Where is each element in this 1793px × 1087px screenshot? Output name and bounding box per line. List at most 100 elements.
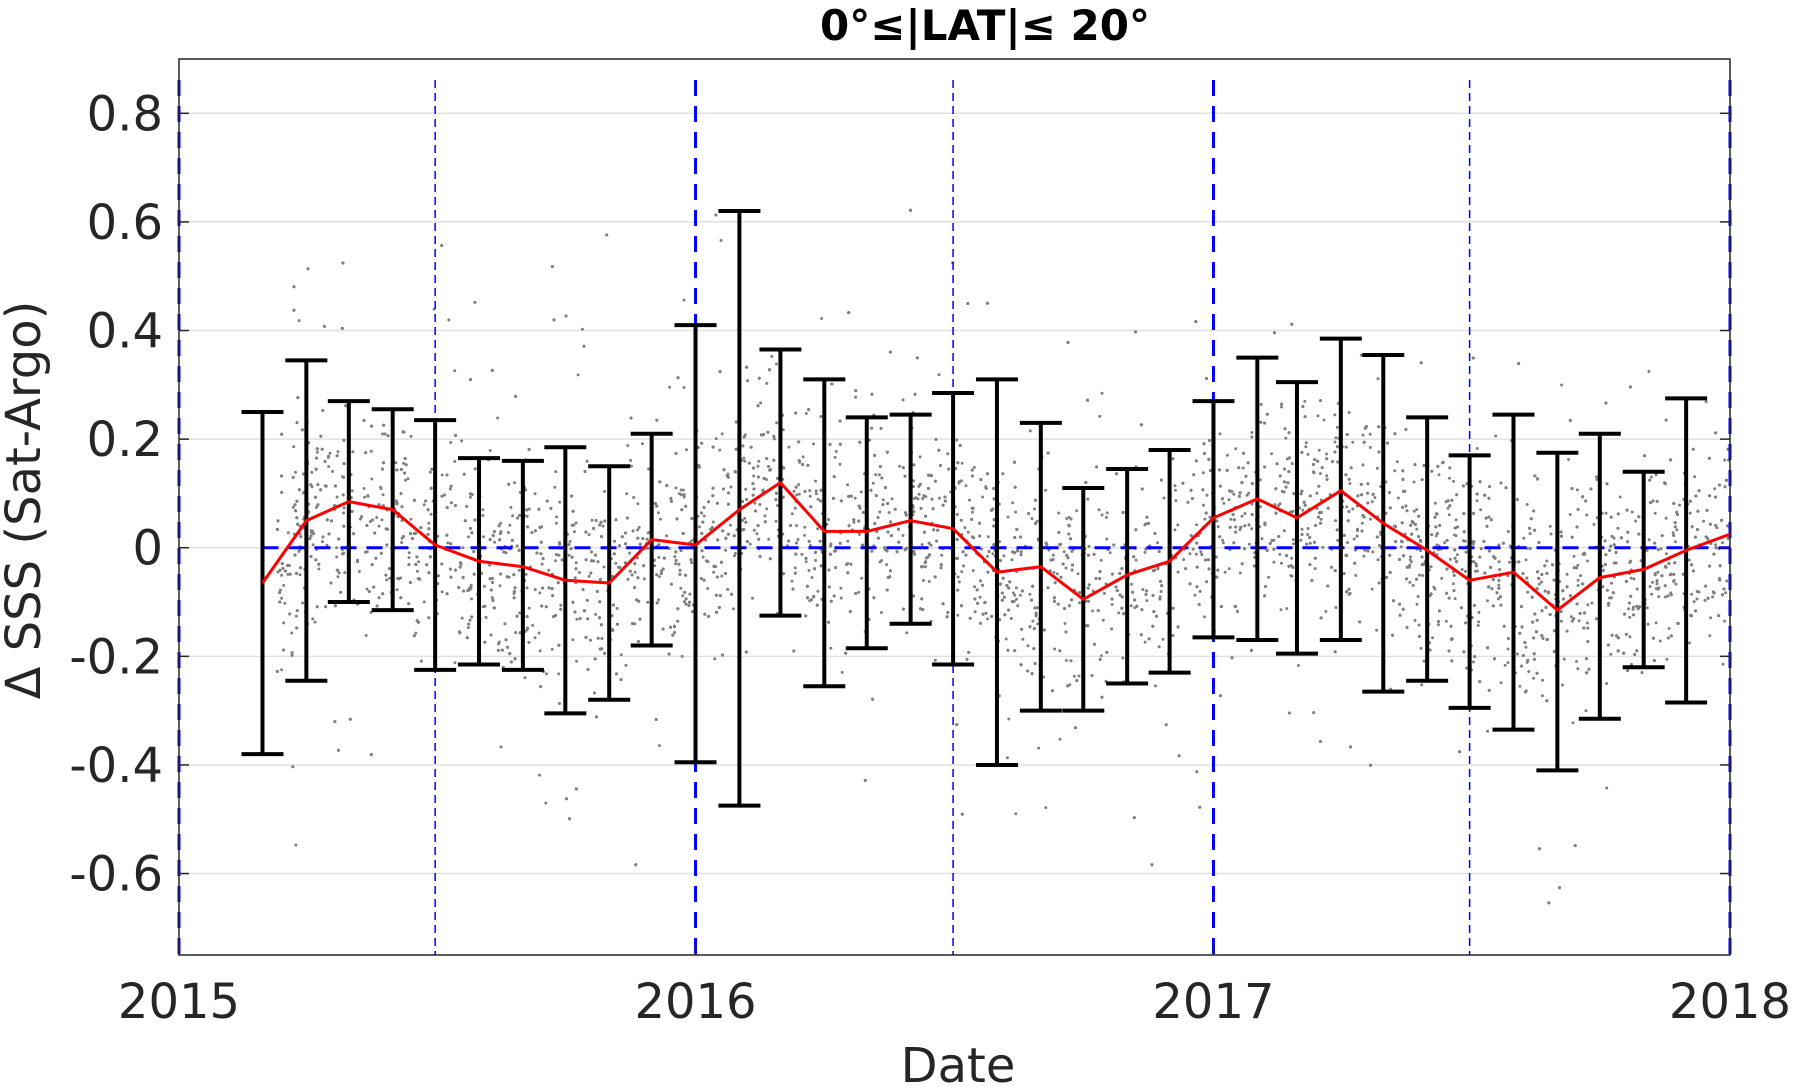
- scatter-point: [1300, 450, 1304, 454]
- scatter-point: [646, 600, 650, 604]
- scatter-point: [956, 613, 960, 617]
- scatter-point: [1316, 459, 1320, 463]
- scatter-point: [1336, 538, 1340, 542]
- scatter-point: [1518, 684, 1522, 688]
- scatter-point: [1134, 558, 1138, 562]
- scatter-point: [1001, 472, 1005, 476]
- scatter-point: [331, 470, 334, 473]
- scatter-point: [467, 535, 470, 539]
- scatter-point: [1355, 528, 1359, 532]
- scatter-point: [991, 507, 995, 511]
- scatter-point: [457, 586, 461, 589]
- scatter-point: [585, 598, 589, 602]
- scatter-point: [514, 394, 518, 398]
- scatter-point: [571, 638, 575, 642]
- scatter-point: [858, 440, 862, 444]
- scatter-point: [1115, 472, 1119, 476]
- scatter-point: [806, 596, 810, 600]
- scatter-point: [913, 392, 917, 396]
- scatter-point: [819, 499, 823, 503]
- scatter-point: [1301, 405, 1305, 409]
- scatter-point: [1232, 492, 1236, 496]
- scatter-point: [508, 523, 512, 527]
- scatter-point: [314, 467, 318, 471]
- scatter-point: [1198, 589, 1202, 593]
- scatter-point: [337, 571, 341, 575]
- scatter-point: [428, 470, 432, 474]
- scatter-point: [1160, 478, 1163, 482]
- scatter-point: [1279, 608, 1283, 612]
- scatter-point: [801, 455, 805, 459]
- scatter-point: [1625, 540, 1629, 544]
- scatter-point: [674, 486, 678, 490]
- scatter-point: [473, 300, 477, 304]
- scatter-point: [490, 576, 494, 580]
- scatter-point: [675, 517, 679, 521]
- scatter-point: [1576, 563, 1580, 567]
- scatter-point: [1664, 516, 1668, 520]
- scatter-point: [1543, 589, 1547, 593]
- scatter-point: [498, 584, 502, 588]
- scatter-point: [1289, 574, 1293, 577]
- scatter-point: [1322, 418, 1326, 422]
- scatter-point: [1325, 474, 1329, 478]
- scatter-point: [640, 442, 644, 446]
- scatter-point: [1288, 456, 1291, 460]
- scatter-point: [513, 586, 517, 590]
- scatter-point: [427, 616, 431, 620]
- scatter-point: [359, 517, 362, 521]
- scatter-point: [1549, 532, 1553, 536]
- scatter-point: [599, 623, 603, 627]
- scatter-point: [937, 373, 941, 377]
- scatter-point: [820, 317, 824, 320]
- scatter-point: [357, 569, 361, 573]
- scatter-point: [1206, 558, 1210, 562]
- scatter-point: [380, 518, 384, 522]
- scatter-point: [1058, 737, 1062, 741]
- scatter-point: [1437, 609, 1441, 613]
- scatter-point: [758, 503, 762, 506]
- scatter-point: [885, 588, 889, 592]
- scatter-point: [1221, 538, 1225, 542]
- scatter-point: [1559, 530, 1563, 534]
- scatter-point: [517, 548, 521, 552]
- scatter-point: [407, 556, 411, 560]
- scatter-point: [1202, 503, 1205, 507]
- scatter-point: [1721, 541, 1724, 545]
- scatter-point: [1184, 567, 1187, 571]
- scatter-point: [280, 668, 284, 672]
- scatter-point: [1278, 474, 1282, 478]
- scatter-point: [849, 562, 853, 566]
- scatter-point: [955, 512, 959, 516]
- scatter-point: [427, 521, 431, 525]
- scatter-point: [803, 533, 807, 537]
- scatter-point: [1635, 604, 1639, 608]
- scatter-point: [449, 501, 453, 505]
- scatter-point: [721, 487, 725, 491]
- scatter-point: [1097, 508, 1101, 512]
- scatter-point: [1306, 527, 1310, 530]
- scatter-point: [872, 596, 876, 600]
- scatter-point: [770, 354, 774, 358]
- scatter-point: [1482, 539, 1486, 543]
- scatter-point: [1014, 586, 1018, 590]
- scatter-point: [1334, 519, 1338, 523]
- scatter-point: [654, 718, 658, 721]
- scatter-point: [1388, 491, 1391, 495]
- scatter-point: [572, 530, 576, 534]
- scatter-point: [465, 504, 469, 508]
- scatter-point: [1678, 503, 1682, 507]
- scatter-point: [488, 449, 492, 452]
- scatter-point: [1115, 589, 1119, 593]
- scatter-point: [905, 631, 909, 635]
- scatter-point: [1663, 584, 1667, 588]
- scatter-point: [1028, 625, 1032, 629]
- scatter-point: [595, 590, 599, 593]
- scatter-point: [1669, 572, 1673, 576]
- scatter-point: [1145, 515, 1149, 519]
- scatter-point: [1412, 509, 1416, 513]
- scatter-point: [1035, 606, 1039, 610]
- scatter-point: [752, 528, 756, 532]
- scatter-point: [682, 493, 686, 497]
- scatter-point: [427, 527, 431, 531]
